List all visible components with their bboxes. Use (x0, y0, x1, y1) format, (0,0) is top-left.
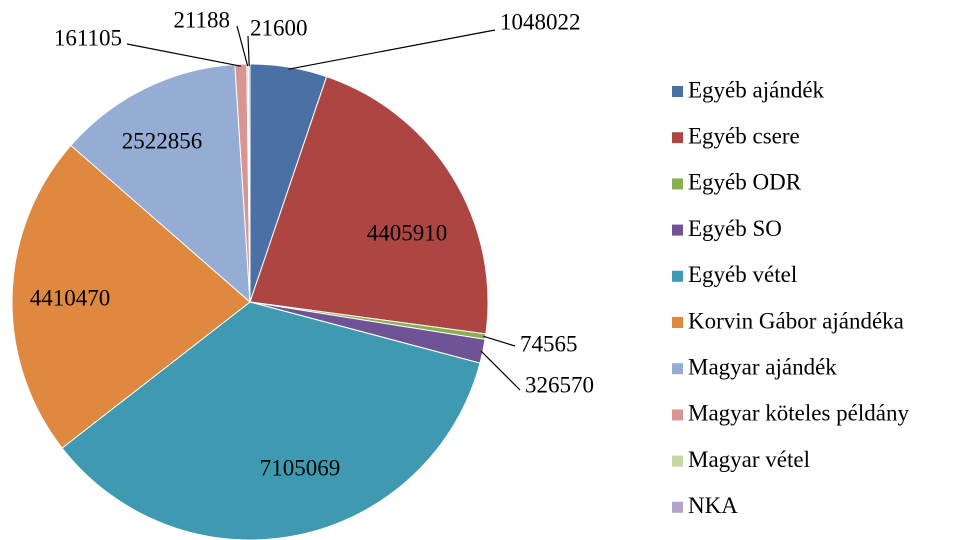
legend-swatch (672, 409, 683, 421)
data-label: 4410470 (30, 285, 111, 310)
legend-swatch (672, 501, 683, 513)
legend-label: Egyéb SO (688, 216, 782, 241)
legend-swatch (672, 86, 683, 97)
leader-line (288, 29, 496, 70)
legend-label: Magyar vétel (688, 447, 810, 472)
data-label: 2522856 (122, 128, 203, 153)
data-label: 21600 (250, 15, 308, 40)
pie-slice (61, 301, 481, 540)
legend-label: NKA (688, 493, 738, 518)
leader-line (126, 43, 242, 67)
pie-slice (11, 144, 251, 449)
data-label: 74565 (520, 331, 578, 356)
pie-slice (70, 63, 251, 304)
legend-swatch (672, 224, 683, 236)
data-label: 7105069 (260, 455, 341, 480)
legend-label: Magyar köteles példány (688, 401, 909, 426)
leader-line (480, 350, 521, 391)
legend-swatch (672, 270, 683, 282)
legend-swatch (672, 178, 683, 190)
leader-line (247, 35, 250, 67)
legend-swatch (672, 317, 683, 328)
legend-label: Egyéb vétel (688, 262, 797, 287)
data-label: 326570 (525, 372, 594, 397)
legend-swatch (672, 132, 683, 144)
data-label: 21188 (173, 7, 230, 32)
leader-line (236, 25, 249, 67)
legend-label: Korvin Gábor ajándéka (688, 308, 904, 333)
legend-swatch (672, 455, 683, 467)
data-label: 4405910 (367, 220, 448, 245)
legend-label: Magyar ajándék (688, 354, 837, 379)
legend-swatch (672, 363, 683, 375)
legend-label: Egyéb ODR (688, 170, 802, 195)
legend-label: Egyéb csere (688, 123, 800, 148)
leader-line (483, 335, 516, 347)
pie-slice (249, 76, 489, 335)
legend-label: Egyéb ajándék (688, 77, 825, 102)
data-label: 1048022 (500, 9, 581, 34)
data-label: 161105 (54, 25, 122, 50)
